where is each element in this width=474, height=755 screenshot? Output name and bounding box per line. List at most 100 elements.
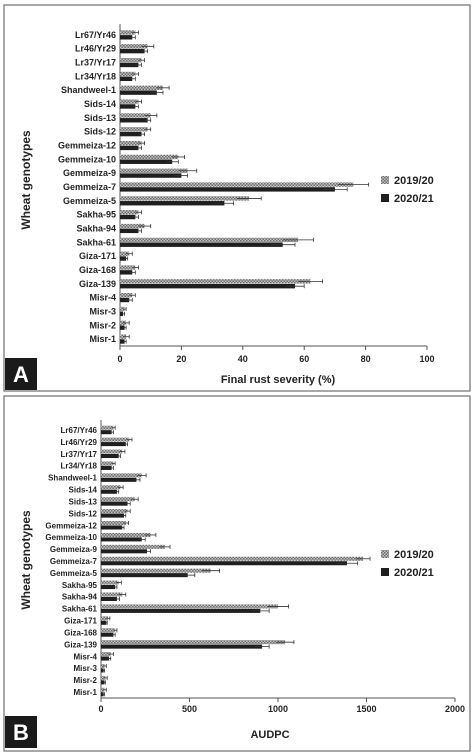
bar-2020-21 — [120, 187, 335, 192]
category-label: Gemmeiza-10 — [58, 154, 116, 164]
bar-2019-20 — [120, 182, 354, 187]
category-label: Misr-2 — [89, 320, 116, 330]
category-label: Sakha-95 — [62, 581, 98, 590]
bar-2019-20 — [120, 210, 139, 215]
legend-swatch — [381, 176, 389, 184]
bar-2020-21 — [120, 270, 133, 275]
bar-2019-20 — [120, 251, 130, 256]
bar-2020-21 — [101, 537, 142, 542]
bar-2020-21 — [101, 430, 112, 435]
category-label: Gemmeiza-7 — [63, 182, 116, 192]
category-label: Lr67/Yr46 — [61, 426, 98, 435]
category-label: Gemmeiza-5 — [63, 196, 116, 206]
bar-2020-21 — [120, 35, 133, 40]
legend-label: 2020/21 — [394, 193, 434, 205]
bar-2020-21 — [101, 596, 117, 601]
bar-2019-20 — [101, 675, 106, 680]
bar-2020-21 — [101, 632, 114, 637]
x-tick-label: 40 — [238, 354, 248, 364]
category-label: Sakha-94 — [76, 223, 116, 233]
category-label: Gemmeiza-12 — [45, 521, 97, 530]
bar-2019-20 — [120, 71, 136, 77]
panel-a-plot: 0 20 40 60 80 100 Misr-1 Misr-2 Misr-3 Misr-4 Giza… — [58, 24, 435, 364]
bar-2019-20 — [120, 99, 139, 104]
x-tick-label: 20 — [176, 354, 186, 364]
panel-b-label-box — [5, 716, 37, 748]
bar-2019-20 — [101, 437, 130, 442]
category-label: Giza-139 — [64, 640, 97, 649]
legend-label: 2019/20 — [394, 175, 434, 187]
legend-swatch — [381, 568, 389, 576]
bar-2020-21 — [101, 453, 119, 459]
category-label: Sids-13 — [84, 113, 116, 123]
panel-b-label: B — [13, 720, 29, 745]
x-tick-label: 1500 — [356, 704, 376, 714]
bar-2020-21 — [120, 48, 145, 54]
bar-2019-20 — [101, 652, 111, 657]
bar-2019-20 — [120, 44, 148, 49]
bar-2019-20 — [120, 306, 125, 312]
bar-2020-21 — [120, 118, 148, 123]
category-label: Giza-168 — [64, 628, 97, 637]
category-label: Gemmeiza-9 — [50, 545, 98, 554]
panel-b-ylabel: Wheat genotypes — [19, 510, 33, 610]
category-label: Sids-14 — [84, 99, 116, 109]
category-label: Misr-2 — [73, 676, 97, 685]
bar-2020-21 — [120, 145, 139, 151]
category-label: Misr-1 — [73, 688, 97, 697]
bar-2020-21 — [120, 104, 136, 109]
panel-a: 0 20 40 60 80 100 Misr-1 Misr-2 Misr-3 Misr-4 Giza… — [3, 4, 471, 392]
bar-2019-20 — [120, 127, 148, 132]
bar-2019-20 — [120, 223, 145, 229]
category-label: Misr-4 — [73, 652, 97, 661]
bar-2019-20 — [101, 425, 114, 430]
category-label: Lr34/Yr18 — [75, 71, 116, 81]
bar-2020-21 — [101, 668, 104, 673]
legend-label: 2020/21 — [394, 567, 434, 579]
x-tick-label: 60 — [299, 354, 309, 364]
bar-2020-21 — [120, 297, 130, 303]
bar-2020-21 — [101, 692, 104, 697]
bar-2019-20 — [101, 616, 109, 621]
bar-2020-21 — [120, 325, 125, 330]
category-label: Sids-12 — [84, 127, 116, 137]
bar-2019-20 — [120, 293, 133, 298]
bar-2020-21 — [101, 501, 128, 506]
category-label: Gemmeiza-9 — [63, 168, 116, 178]
bar-2019-20 — [120, 85, 163, 91]
category-label: Misr-4 — [89, 293, 116, 303]
category-label: Gemmeiza-10 — [45, 533, 97, 542]
x-tick-label: 80 — [361, 354, 371, 364]
bar-2020-21 — [101, 489, 117, 494]
x-tick-label: 100 — [419, 354, 434, 364]
bar-2020-21 — [101, 513, 125, 518]
category-label: Sids-12 — [69, 509, 98, 518]
panel-a-ylabel: Wheat genotypes — [19, 130, 33, 230]
panel-b-xlabel: AUDPC — [250, 729, 289, 741]
bar-2019-20 — [101, 556, 363, 561]
bar-2019-20 — [101, 485, 121, 490]
bar-2019-20 — [101, 592, 123, 597]
bar-2019-20 — [101, 509, 128, 514]
bar-2019-20 — [101, 461, 114, 466]
category-label: Giza-171 — [79, 251, 116, 261]
category-label: Giza-168 — [79, 265, 116, 275]
category-label: Lr46/Yr29 — [75, 44, 116, 54]
bar-2020-21 — [101, 680, 105, 685]
bar-2020-21 — [101, 656, 109, 661]
bar-2019-20 — [120, 168, 188, 173]
category-label: Shandweel-1 — [48, 474, 97, 483]
bar-2019-20 — [101, 473, 142, 478]
bar-2020-21 — [120, 173, 182, 178]
x-tick-label: 500 — [182, 704, 197, 714]
category-label: Lr67/Yr46 — [75, 30, 116, 40]
panel-b-plot: 0 500 1000 1500 2000 Misr-1 Misr-2 Misr-3 Misr-4… — [45, 420, 465, 714]
legend-swatch — [381, 194, 389, 202]
bar-2020-21 — [101, 620, 107, 625]
bar-2020-21 — [120, 131, 142, 137]
category-label: Lr37/Yr17 — [75, 58, 116, 68]
bar-2020-21 — [101, 644, 263, 649]
bar-2020-21 — [101, 477, 137, 482]
bar-2020-21 — [101, 549, 148, 554]
category-label: Shandweel-1 — [61, 85, 116, 95]
